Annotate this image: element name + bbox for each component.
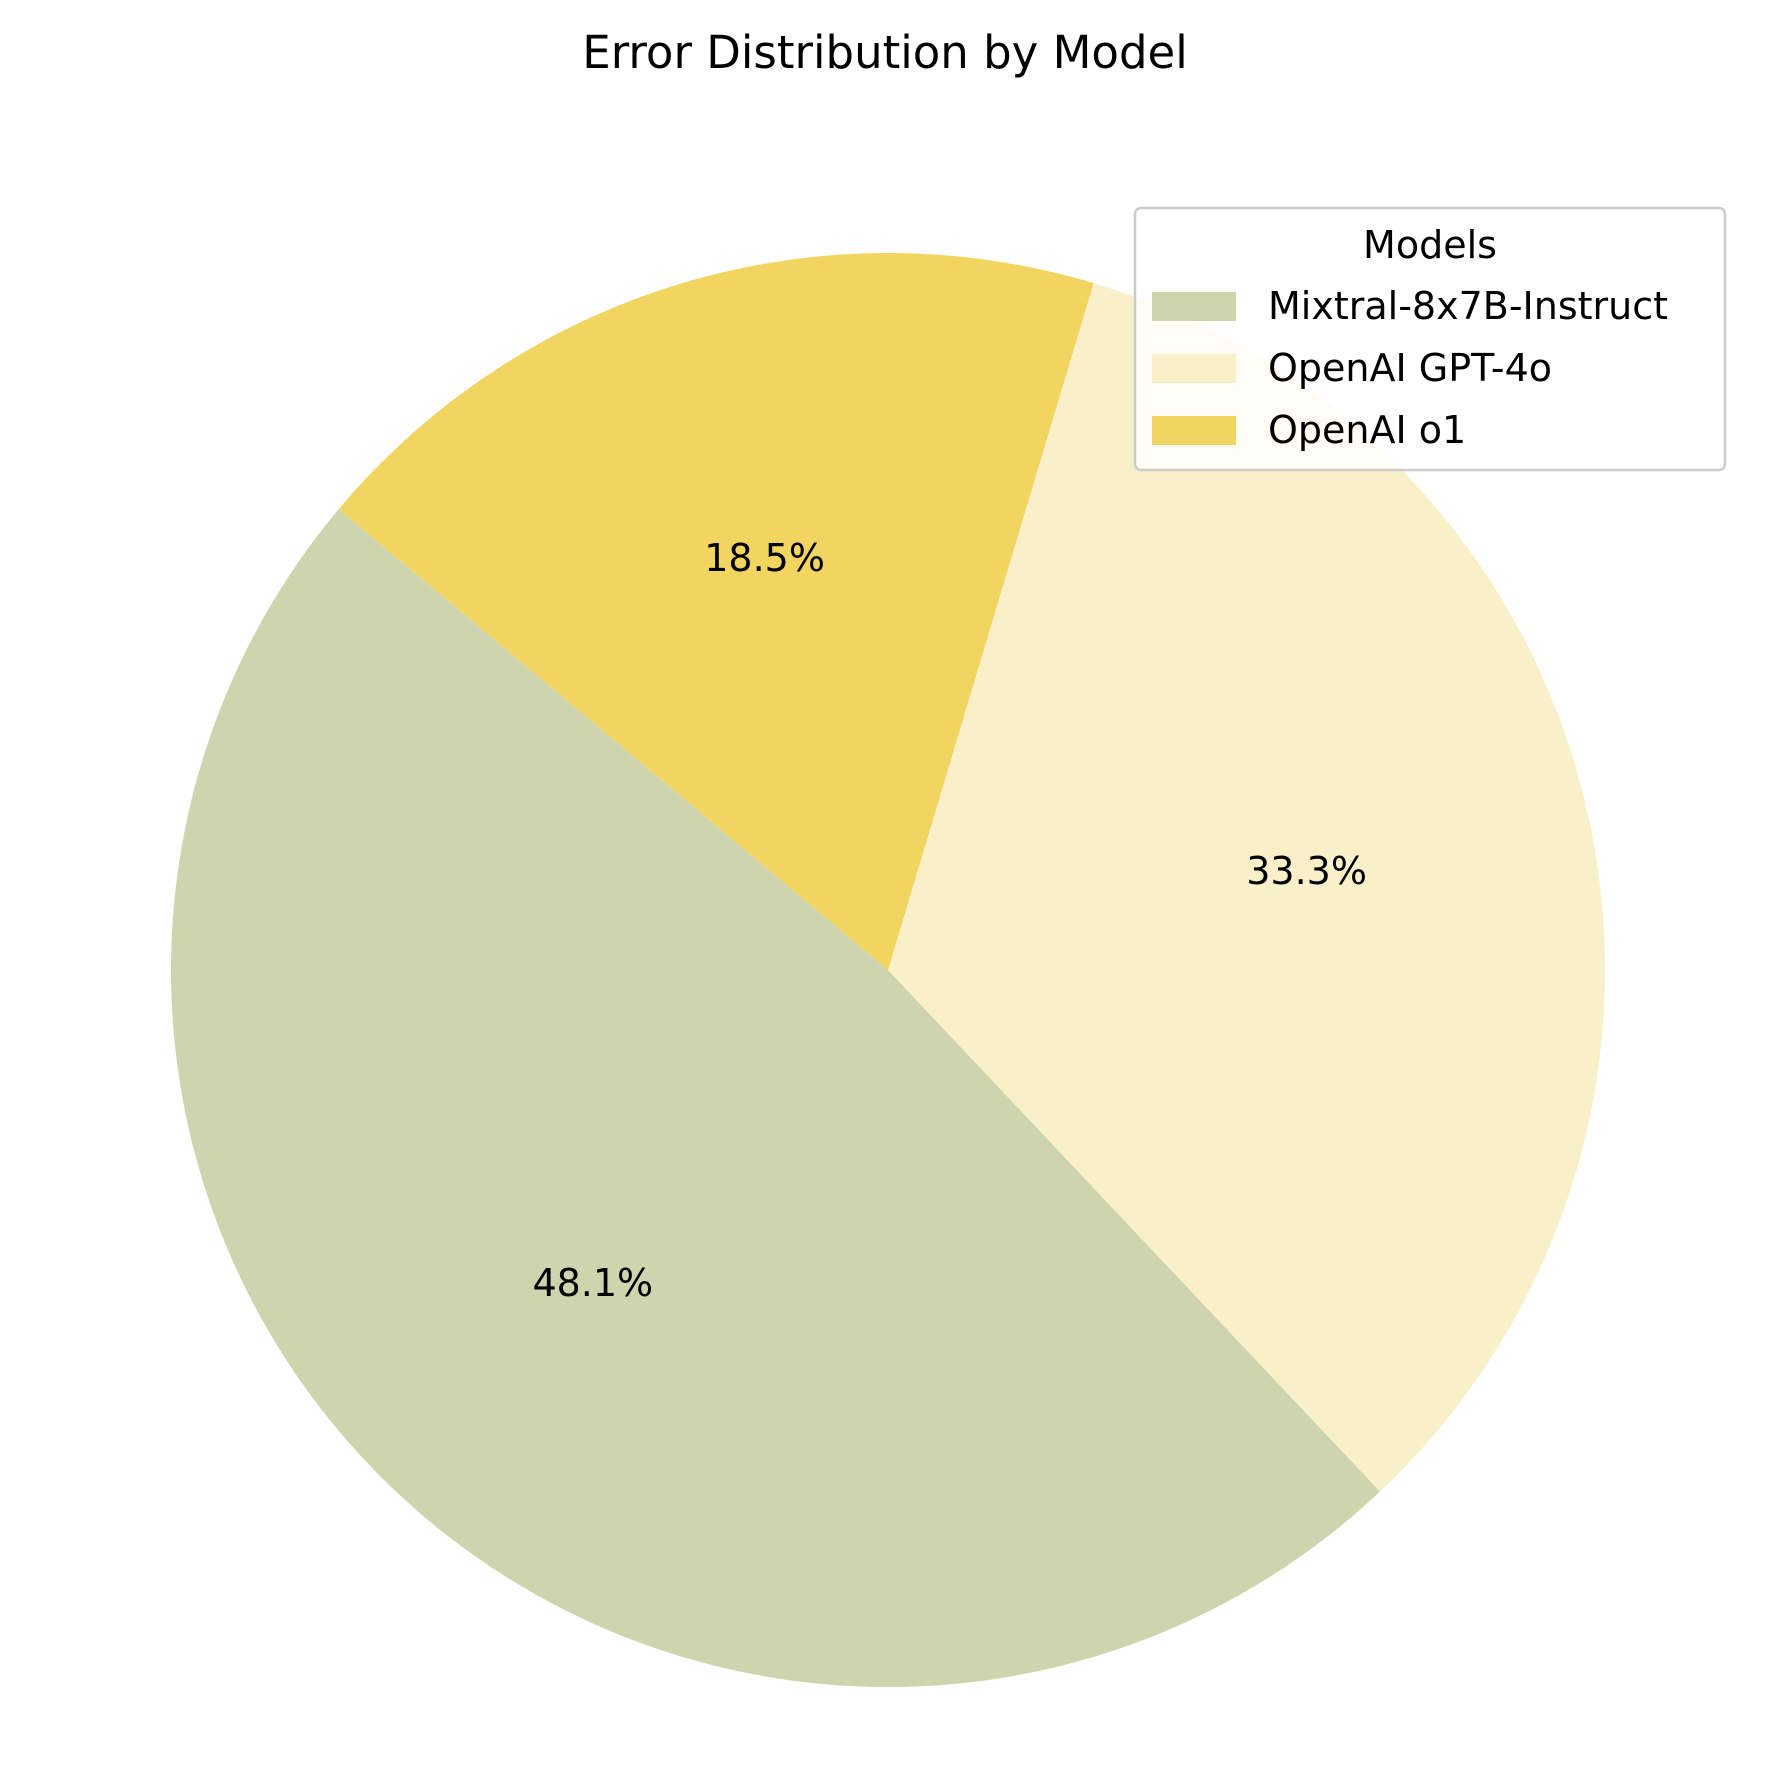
legend-swatch-mixtral-8x7b-instruct xyxy=(1152,292,1236,321)
legend-swatch-openai-o1 xyxy=(1152,416,1236,445)
pie-slice-openai-o1 xyxy=(338,252,1094,971)
legend-title: Models xyxy=(1363,223,1497,267)
legend-label-openai-o1: OpenAI o1 xyxy=(1268,408,1466,452)
pie-percentage-labels: 48.1% 33.3% 18.5% xyxy=(532,536,1367,1305)
pie-pct-label-openai-gpt-4o: 33.3% xyxy=(1246,849,1367,893)
chart-title: Error Distribution by Model xyxy=(582,26,1187,79)
pie-slices xyxy=(170,252,1606,1688)
legend: Models Mixtral-8x7B-Instruct OpenAI GPT-4… xyxy=(1133,206,1727,472)
legend-label-openai-gpt-4o: OpenAI GPT-4o xyxy=(1268,346,1552,390)
legend-frame xyxy=(1133,206,1727,472)
pie-slice-openai-gpt-4o xyxy=(888,283,1606,1492)
legend-label-mixtral-8x7b-instruct: Mixtral-8x7B-Instruct xyxy=(1268,284,1668,328)
pie-pct-label-mixtral-8x7b-instruct: 48.1% xyxy=(532,1261,653,1305)
legend-items: Mixtral-8x7B-Instruct OpenAI GPT-4o OpenAI… xyxy=(1152,284,1668,452)
pie-slice-mixtral-8x7b-instruct xyxy=(170,509,1381,1688)
legend-swatch-openai-gpt-4o xyxy=(1152,354,1236,383)
pie-pct-label-openai-o1: 18.5% xyxy=(704,536,825,580)
